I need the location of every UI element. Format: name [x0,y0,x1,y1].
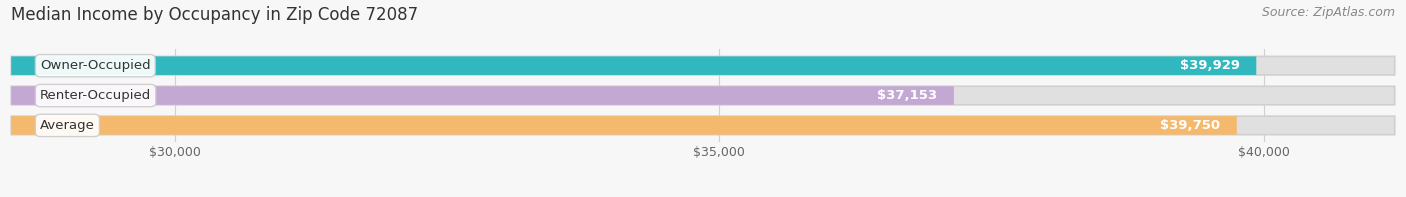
Text: Owner-Occupied: Owner-Occupied [39,59,150,72]
FancyBboxPatch shape [11,116,1395,135]
Text: $39,750: $39,750 [1160,119,1220,132]
FancyBboxPatch shape [11,86,1395,105]
FancyBboxPatch shape [11,56,1257,75]
Text: $37,153: $37,153 [877,89,938,102]
Text: Renter-Occupied: Renter-Occupied [39,89,152,102]
FancyBboxPatch shape [11,86,953,105]
FancyBboxPatch shape [11,56,1395,75]
Text: Source: ZipAtlas.com: Source: ZipAtlas.com [1261,6,1395,19]
Text: $39,929: $39,929 [1180,59,1240,72]
FancyBboxPatch shape [11,116,1237,135]
Text: Median Income by Occupancy in Zip Code 72087: Median Income by Occupancy in Zip Code 7… [11,6,419,24]
Text: Average: Average [39,119,94,132]
